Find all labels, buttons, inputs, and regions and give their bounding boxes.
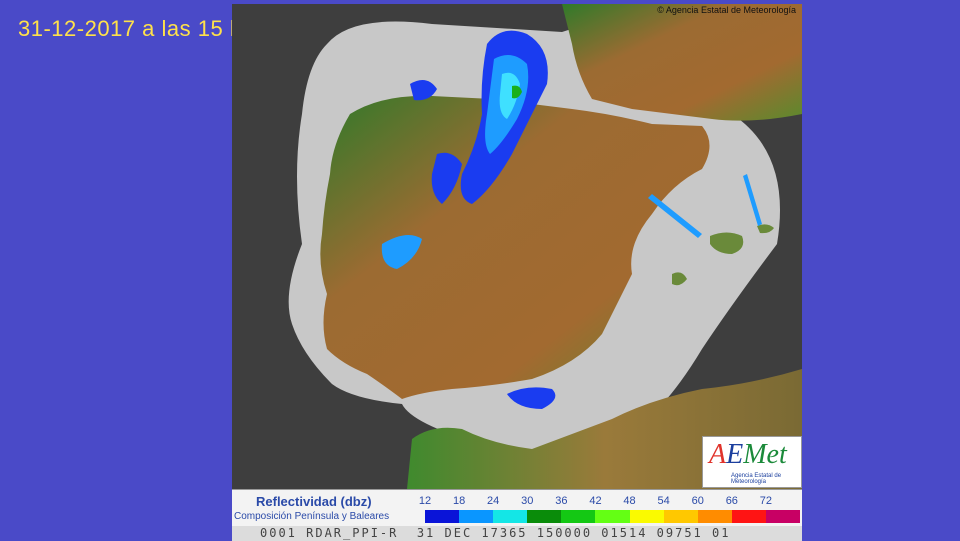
menorca-island — [757, 224, 774, 234]
aemet-logo-mark: AEMet — [709, 439, 787, 470]
slide-title: 31-12-2017 a las 15 h — [18, 16, 243, 41]
legend-tick-label: 30 — [521, 495, 534, 507]
legend-swatch — [459, 510, 494, 523]
france-landmass — [562, 4, 802, 121]
legend-swatch — [425, 510, 460, 523]
legend-swatch — [765, 510, 801, 523]
ibiza-island — [672, 272, 687, 286]
legend-swatch — [595, 510, 630, 523]
mallorca-island — [710, 232, 744, 254]
aemet-logo: AEMet Agencia Estatal de Meteorología — [702, 436, 802, 488]
legend-tick-labels: 12 18 24 30 36 42 48 54 60 66 72 — [418, 495, 800, 509]
radar-echoes — [381, 30, 762, 409]
copyright-notice: © Agencia Estatal de Meteorología — [657, 5, 796, 15]
legend-swatch — [697, 510, 732, 523]
legend-color-scale — [425, 510, 801, 523]
legend-tick-label: 18 — [452, 495, 466, 507]
legend-tick-label: 48 — [623, 495, 636, 507]
legend-tick-label: 72 — [759, 495, 773, 507]
legend-swatch — [731, 510, 766, 523]
radar-map: © Agencia Estatal de Meteorología AEMet … — [232, 4, 802, 489]
legend-swatch — [663, 510, 698, 523]
legend-tick-label: 60 — [691, 495, 704, 507]
legend-tick-label: 24 — [487, 495, 500, 507]
legend-tick-label: 54 — [657, 495, 670, 507]
legend-tick-label: 66 — [725, 495, 738, 507]
radar-status-line: 0001 RDAR_PPI-R 31 DEC 17365 150000 0151… — [232, 526, 802, 541]
legend-title: Reflectividad (dbz) — [256, 494, 372, 509]
legend-tick-label: 42 — [589, 495, 602, 507]
aemet-logo-subtitle: Agencia Estatal de Meteorología — [731, 473, 782, 485]
legend-tick-label: 36 — [555, 495, 568, 507]
reflectivity-legend: Reflectividad (dbz) Composición Penínsul… — [232, 489, 802, 541]
legend-swatch — [527, 510, 562, 523]
legend-tick-label: 12 — [418, 495, 432, 507]
legend-swatch — [561, 510, 596, 523]
legend-swatch — [629, 510, 664, 523]
radar-map-canvas — [288, 4, 802, 489]
legend-swatch — [493, 510, 528, 523]
iberian-peninsula — [320, 95, 710, 400]
legend-subtitle: Composición Península y Baleares — [234, 511, 390, 522]
